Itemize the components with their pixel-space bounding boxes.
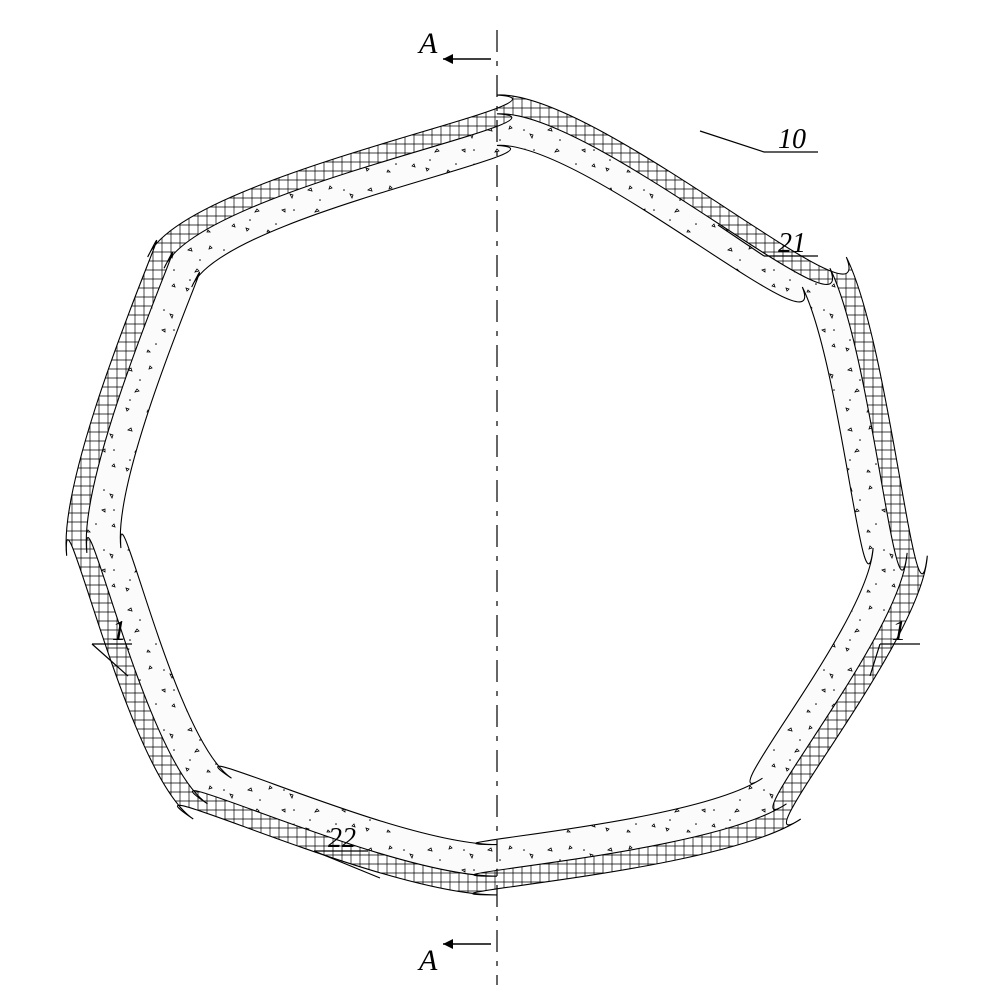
callout-text: 1 [892,616,906,647]
callout-10: 10 [700,124,818,155]
section-arrowhead [443,54,453,64]
callout-text: 10 [778,124,806,155]
section-mark-bottom: A [417,939,491,977]
callout-text: 1 [112,616,126,647]
callout-text: 21 [778,228,806,259]
callout-leader [700,131,764,152]
section-letter: A [417,27,438,60]
callout-text: 22 [328,823,356,854]
section-mark-top: A [417,27,491,64]
section-arrowhead [443,939,453,949]
section-letter: A [417,944,438,977]
tunnel-section-diagram: A A 10 21 1 1 22 [0,0,994,1000]
